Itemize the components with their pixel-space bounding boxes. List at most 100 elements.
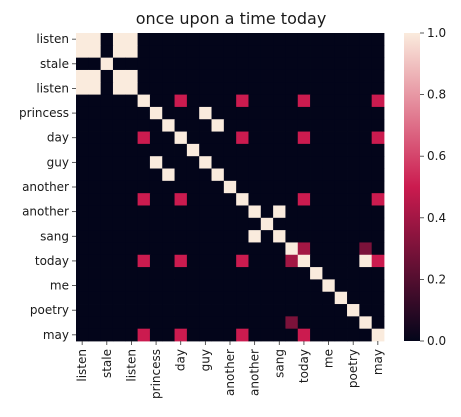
heatmap-cell (199, 82, 212, 95)
heatmap-cell (310, 316, 323, 330)
heatmap-cell (310, 94, 323, 108)
heatmap-cell (236, 205, 249, 219)
heatmap-cell (186, 57, 200, 71)
heatmap-cell (248, 205, 262, 219)
heatmap-cell (137, 193, 151, 206)
heatmap-cell (88, 328, 102, 342)
heatmap-cell (174, 119, 188, 132)
heatmap-cell (260, 267, 274, 280)
heatmap-cell (347, 254, 360, 268)
heatmap-cell (273, 230, 286, 243)
heatmap-cell (76, 45, 89, 59)
heatmap-cell (334, 131, 348, 145)
heatmap-cell (76, 205, 89, 219)
heatmap-cell (186, 131, 200, 145)
heatmap-cell (273, 69, 286, 83)
heatmap-cell (137, 168, 151, 182)
heatmap-cell (149, 291, 163, 305)
heatmap-cell (260, 106, 274, 120)
x-tick-label: poetry (346, 349, 360, 388)
heatmap-cell (273, 82, 286, 95)
heatmap-cell (248, 143, 262, 157)
heatmap-cell (137, 119, 151, 132)
heatmap-cell (334, 254, 348, 268)
heatmap-cell (297, 267, 311, 280)
heatmap-cell (310, 82, 323, 95)
heatmap-cell (199, 45, 212, 59)
heatmap-cell (137, 316, 151, 330)
x-tick-label: day (174, 349, 188, 371)
heatmap-cell (273, 316, 286, 330)
heatmap-cell (211, 45, 225, 59)
heatmap-cell (174, 193, 188, 206)
heatmap-cell (211, 94, 225, 108)
heatmap-cell (273, 205, 286, 219)
heatmap-cell (186, 119, 200, 132)
heatmap-cell (359, 119, 373, 132)
heatmap-cell (162, 254, 175, 268)
heatmap-cell (347, 45, 360, 59)
heatmap-cells (76, 33, 385, 342)
x-tick-label: listen (124, 349, 138, 382)
heatmap-cell (211, 279, 225, 293)
x-tick-label: me (322, 349, 336, 368)
heatmap-cell (186, 33, 200, 46)
heatmap-cell (112, 291, 126, 305)
heatmap-cell (322, 94, 336, 108)
heatmap-cell (248, 33, 262, 46)
heatmap-cell (223, 230, 237, 243)
heatmap-cell (371, 242, 385, 256)
heatmap-cell (248, 304, 262, 317)
heatmap-cell (186, 291, 200, 305)
heatmap-cell (174, 230, 188, 243)
heatmap-cell (359, 106, 373, 120)
heatmap-cell (236, 57, 249, 71)
heatmap-cell (112, 131, 126, 145)
heatmap-cell (297, 57, 311, 71)
heatmap-cell (76, 94, 89, 108)
heatmap-cell (76, 279, 89, 293)
heatmap-cell (248, 168, 262, 182)
heatmap-cell (322, 217, 336, 231)
heatmap-cell (199, 33, 212, 46)
heatmap-cell (76, 316, 89, 330)
heatmap-cell (310, 168, 323, 182)
heatmap-cell (186, 316, 200, 330)
heatmap-cell (211, 291, 225, 305)
heatmap-cell (285, 143, 299, 157)
heatmap-cell (223, 45, 237, 59)
heatmap-cell (371, 230, 385, 243)
heatmap-cell (88, 316, 102, 330)
heatmap-cell (199, 119, 212, 132)
heatmap-cell (223, 242, 237, 256)
heatmap-cell (334, 242, 348, 256)
heatmap-cell (88, 143, 102, 157)
heatmap-cell (174, 316, 188, 330)
heatmap-cell (149, 106, 163, 120)
heatmap-cell (137, 82, 151, 95)
heatmap-cell (273, 304, 286, 317)
y-tick-label: princess (19, 106, 69, 120)
heatmap-cell (76, 254, 89, 268)
heatmap-cell (359, 94, 373, 108)
heatmap-cell (112, 69, 126, 83)
heatmap-cell (137, 45, 151, 59)
colorbar-tick-label: 0.0 (427, 334, 446, 348)
heatmap-cell (88, 230, 102, 243)
heatmap-cell (149, 254, 163, 268)
heatmap-cell (88, 57, 102, 71)
heatmap-cell (260, 45, 274, 59)
heatmap-cell (162, 205, 175, 219)
heatmap-cell (260, 217, 274, 231)
heatmap-cell (371, 156, 385, 169)
heatmap-cell (112, 45, 126, 59)
heatmap-cell (273, 193, 286, 206)
heatmap-cell (211, 180, 225, 194)
y-axis: listen stale listen princess day guy another an… (19, 32, 76, 342)
heatmap-cell (88, 69, 102, 83)
heatmap-cell (347, 328, 360, 342)
heatmap-cell (223, 254, 237, 268)
x-tick-label: stale (100, 349, 114, 378)
heatmap-cell (174, 106, 188, 120)
heatmap-cell (125, 254, 138, 268)
